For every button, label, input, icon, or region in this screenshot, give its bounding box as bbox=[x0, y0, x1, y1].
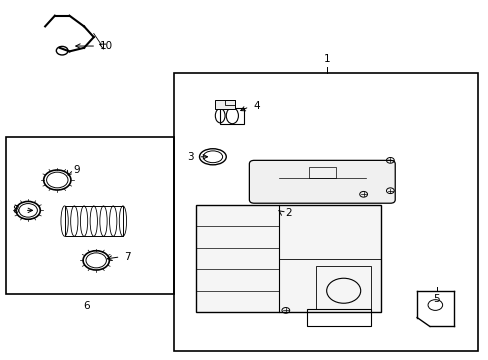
Bar bbox=[215, 100, 234, 109]
Bar bbox=[224, 100, 234, 105]
Text: 8: 8 bbox=[12, 205, 19, 215]
Bar bbox=[315, 266, 371, 309]
Text: 10: 10 bbox=[100, 41, 113, 51]
Bar bbox=[6, 137, 174, 294]
Bar bbox=[220, 108, 244, 123]
Bar bbox=[64, 206, 122, 236]
Bar bbox=[196, 205, 380, 312]
Text: 9: 9 bbox=[73, 165, 80, 175]
Text: 1: 1 bbox=[323, 54, 330, 64]
Text: 5: 5 bbox=[432, 294, 439, 303]
Bar bbox=[308, 167, 335, 178]
Text: 7: 7 bbox=[123, 252, 130, 262]
Bar bbox=[174, 73, 477, 351]
FancyBboxPatch shape bbox=[249, 160, 394, 203]
Text: 2: 2 bbox=[285, 208, 291, 218]
Text: 3: 3 bbox=[186, 152, 193, 162]
Text: 6: 6 bbox=[83, 301, 90, 311]
Bar bbox=[306, 309, 371, 327]
Text: 4: 4 bbox=[253, 101, 259, 111]
